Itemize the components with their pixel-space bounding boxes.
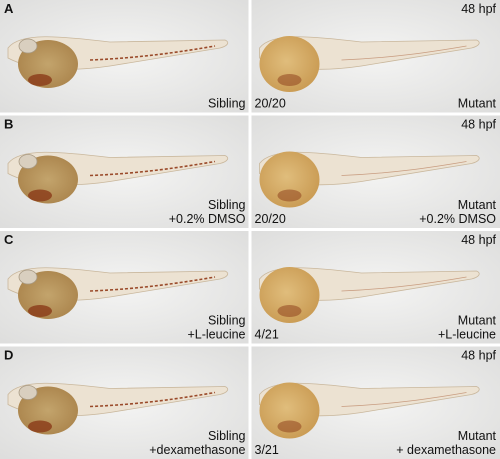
condition-label: + dexamethasone <box>396 443 496 457</box>
condition-label: Mutant <box>458 97 497 111</box>
condition-label: Sibling <box>208 429 246 443</box>
condition-label: +L-leucine <box>187 328 245 342</box>
pigment <box>341 276 467 292</box>
stage-label: 48 hpf <box>461 233 496 247</box>
pigment <box>89 276 216 292</box>
yolk-stain <box>277 305 302 317</box>
yolk <box>259 151 320 208</box>
panel-row: D 48 hpf Sibling+dexamethasone Mutant+ dexa… <box>0 346 500 459</box>
condition-label: Sibling <box>208 198 246 212</box>
panel-label: B <box>4 117 13 132</box>
yolk <box>259 267 320 323</box>
condition-label: +L-leucine <box>438 328 496 342</box>
pigment <box>341 45 467 61</box>
pigment <box>341 161 467 176</box>
eye <box>18 385 38 400</box>
yolk-stain <box>277 189 302 202</box>
condition-label: Sibling <box>208 314 246 328</box>
panel-row: C 48 hpfSibling+L-leucineMutant+L-leucine… <box>0 231 500 344</box>
panel-label: D <box>4 348 13 363</box>
yolk <box>259 382 320 439</box>
condition-label: Mutant <box>458 429 497 443</box>
yolk-stain <box>28 74 52 86</box>
eye <box>18 154 38 169</box>
stage-label: 48 hpf <box>461 2 496 16</box>
condition-label: +dexamethasone <box>149 443 245 457</box>
condition-label: +0.2% DMSO <box>419 212 496 226</box>
yolk-stain <box>277 420 302 433</box>
count-label: 20/20 <box>255 212 286 226</box>
condition-label: Mutant <box>458 314 497 328</box>
pigment <box>341 392 467 407</box>
panel-label: A <box>4 1 14 16</box>
pigment <box>89 160 216 177</box>
condition-label: Sibling <box>208 97 246 111</box>
count-label: 3/21 <box>255 443 279 457</box>
yolk <box>259 36 320 92</box>
yolk-stain <box>28 305 52 317</box>
count-label: 20/20 <box>255 97 286 111</box>
condition-label: Mutant <box>458 198 497 212</box>
yolk-stain <box>28 420 52 433</box>
panel-label: C <box>4 232 14 247</box>
pigment <box>89 391 216 408</box>
count-label: 4/21 <box>255 328 279 342</box>
yolk-stain <box>28 189 52 202</box>
stage-label: 48 hpf <box>461 349 496 363</box>
eye <box>18 269 38 285</box>
pigment <box>89 45 216 61</box>
stage-label: 48 hpf <box>461 118 496 132</box>
yolk-stain <box>277 74 302 86</box>
condition-label: +0.2% DMSO <box>169 212 246 226</box>
panel-row: A 48 hpf Sibling Mutant 20/20 <box>0 0 500 113</box>
eye <box>18 38 38 54</box>
